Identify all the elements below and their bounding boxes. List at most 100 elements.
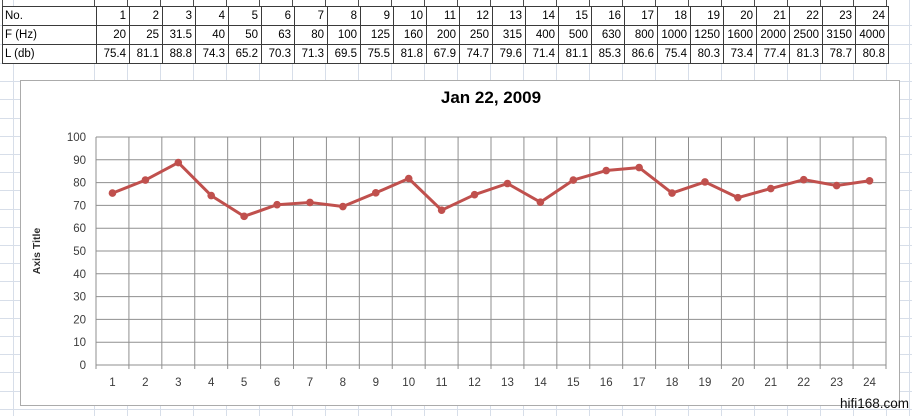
table-cell[interactable]: 71.4 xyxy=(525,44,559,64)
table-cell[interactable]: 7 xyxy=(294,6,328,26)
table-cell[interactable]: 17 xyxy=(624,6,658,26)
svg-text:30: 30 xyxy=(73,292,86,304)
table-cell[interactable]: 31.5 xyxy=(162,25,196,45)
sheet-gridline xyxy=(909,0,910,416)
table-cell[interactable]: 75.4 xyxy=(657,44,691,64)
svg-text:5: 5 xyxy=(241,377,247,389)
sheet-gridline xyxy=(94,0,95,6)
table-cell[interactable]: 13 xyxy=(492,6,526,26)
table-cell[interactable]: 74.3 xyxy=(195,44,229,64)
table-cell[interactable]: 81.1 xyxy=(558,44,592,64)
table-cell[interactable]: 78.7 xyxy=(822,44,856,64)
table-cell[interactable]: 10 xyxy=(393,6,427,26)
table-cell[interactable]: 25 xyxy=(129,25,163,45)
table-cell[interactable]: 18 xyxy=(657,6,691,26)
table-cell[interactable]: 80.8 xyxy=(855,44,889,64)
table-cell[interactable]: 77.4 xyxy=(756,44,790,64)
table-cell[interactable]: 2500 xyxy=(789,25,823,45)
table-cell[interactable]: 50 xyxy=(228,25,262,45)
table-cell[interactable]: 81.3 xyxy=(789,44,823,64)
table-cell[interactable]: 85.3 xyxy=(591,44,625,64)
table-cell[interactable]: 80 xyxy=(294,25,328,45)
table-cell[interactable]: 71.3 xyxy=(294,44,328,64)
svg-text:10: 10 xyxy=(402,377,415,389)
svg-text:13: 13 xyxy=(501,377,514,389)
table-cell[interactable]: 3 xyxy=(162,6,196,26)
table-cell[interactable]: 19 xyxy=(690,6,724,26)
table-cell[interactable]: 12 xyxy=(459,6,493,26)
table-cell[interactable]: 75.5 xyxy=(360,44,394,64)
sheet-gridline xyxy=(325,0,326,6)
svg-text:22: 22 xyxy=(797,377,810,389)
frequency-table[interactable]: No. 1 2 3 4 5 6 7 8 9 10 11 12 13 14 15 16 17 18 19 20 21 22 23… xyxy=(2,6,889,64)
table-cell[interactable]: 800 xyxy=(624,25,658,45)
chart-object[interactable]: Jan 22, 2009 Axis Title 0 10 20 30 40 50 60 70 8… xyxy=(20,80,900,406)
table-cell[interactable]: 315 xyxy=(492,25,526,45)
table-cell[interactable]: 86.6 xyxy=(624,44,658,64)
table-cell[interactable]: 6 xyxy=(261,6,295,26)
table-row-label[interactable]: F (Hz) xyxy=(2,25,97,45)
table-cell[interactable]: 14 xyxy=(525,6,559,26)
table-cell[interactable]: 24 xyxy=(855,6,889,26)
svg-text:19: 19 xyxy=(699,377,712,389)
table-cell[interactable]: 500 xyxy=(558,25,592,45)
table-cell[interactable]: 65.2 xyxy=(228,44,262,64)
table-cell[interactable]: 40 xyxy=(195,25,229,45)
table-cell[interactable]: 4 xyxy=(195,6,229,26)
table-cell[interactable]: 67.9 xyxy=(426,44,460,64)
svg-text:23: 23 xyxy=(830,377,843,389)
table-cell[interactable]: 23 xyxy=(822,6,856,26)
table-cell[interactable]: 630 xyxy=(591,25,625,45)
table-cell[interactable]: 200 xyxy=(426,25,460,45)
table-cell[interactable]: 1000 xyxy=(657,25,691,45)
table-cell[interactable]: 2 xyxy=(129,6,163,26)
svg-text:16: 16 xyxy=(600,377,613,389)
table-cell[interactable]: 11 xyxy=(426,6,460,26)
table-cell[interactable]: 20 xyxy=(723,6,757,26)
table-cell[interactable]: 22 xyxy=(789,6,823,26)
table-cell[interactable]: 9 xyxy=(360,6,394,26)
table-cell[interactable]: 88.8 xyxy=(162,44,196,64)
sheet-gridline xyxy=(358,0,359,6)
table-cell[interactable]: 69.5 xyxy=(327,44,361,64)
svg-text:11: 11 xyxy=(436,377,448,389)
table-cell[interactable]: 79.6 xyxy=(492,44,526,64)
table-cell[interactable]: 73.4 xyxy=(723,44,757,64)
svg-text:7: 7 xyxy=(307,377,313,389)
table-cell[interactable]: 160 xyxy=(393,25,427,45)
table-cell[interactable]: 8 xyxy=(327,6,361,26)
chart-title: Jan 22, 2009 xyxy=(440,88,542,107)
sheet-gridline xyxy=(853,0,854,6)
table-row-label[interactable]: No. xyxy=(2,6,97,26)
svg-text:12: 12 xyxy=(468,377,481,389)
table-cell[interactable]: 20 xyxy=(96,25,130,45)
table-cell[interactable]: 2000 xyxy=(756,25,790,45)
table-cell[interactable]: 16 xyxy=(591,6,625,26)
table-cell[interactable]: 15 xyxy=(558,6,592,26)
table-cell[interactable]: 125 xyxy=(360,25,394,45)
svg-text:80: 80 xyxy=(73,178,86,190)
table-cell[interactable]: 100 xyxy=(327,25,361,45)
sheet-gridline xyxy=(160,0,161,6)
table-cell[interactable]: 5 xyxy=(228,6,262,26)
table-cell[interactable]: 400 xyxy=(525,25,559,45)
table-cell[interactable]: 1 xyxy=(96,6,130,26)
table-cell[interactable]: 3150 xyxy=(822,25,856,45)
table-cell[interactable]: 70.3 xyxy=(261,44,295,64)
table-cell[interactable]: 81.8 xyxy=(393,44,427,64)
sheet-gridline xyxy=(259,0,260,6)
table-cell[interactable]: 81.1 xyxy=(129,44,163,64)
table-cell[interactable]: 80.3 xyxy=(690,44,724,64)
svg-text:18: 18 xyxy=(666,377,679,389)
table-row-label[interactable]: L (db) xyxy=(2,44,97,64)
table-cell[interactable]: 4000 xyxy=(855,25,889,45)
table-cell[interactable]: 63 xyxy=(261,25,295,45)
table-cell[interactable]: 1250 xyxy=(690,25,724,45)
sheet-gridline xyxy=(490,0,491,6)
table-cell[interactable]: 250 xyxy=(459,25,493,45)
table-cell[interactable]: 75.4 xyxy=(96,44,130,64)
table-cell[interactable]: 74.7 xyxy=(459,44,493,64)
table-cell[interactable]: 1600 xyxy=(723,25,757,45)
table-cell[interactable]: 21 xyxy=(756,6,790,26)
